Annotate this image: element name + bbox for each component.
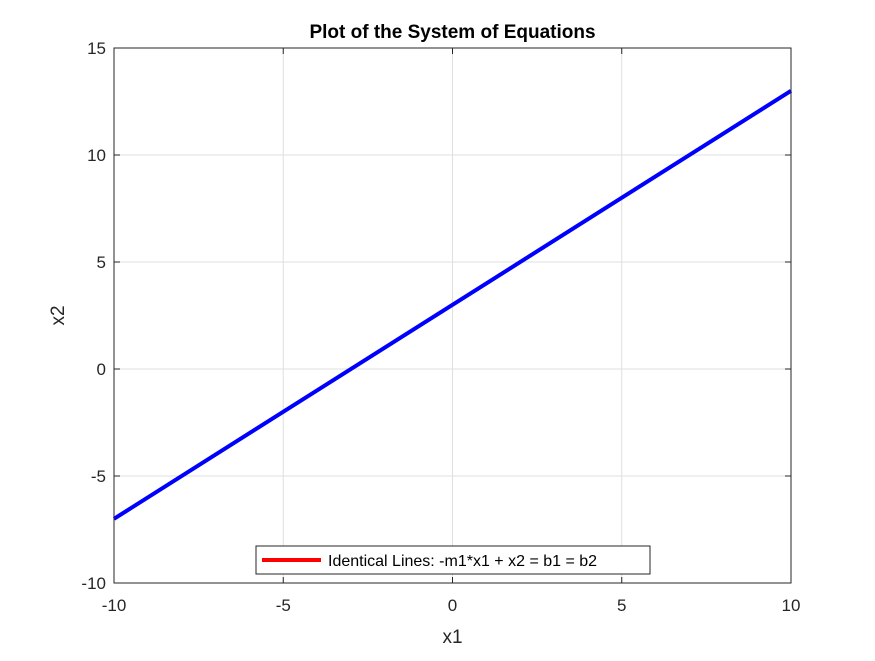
x-tick-label: 10 <box>782 596 801 615</box>
x-axis-label: x1 <box>442 627 462 648</box>
chart-title: Plot of the System of Equations <box>309 22 595 43</box>
x-tick-label: -5 <box>276 596 291 615</box>
legend: Identical Lines: -m1*x1 + x2 = b1 = b2 <box>255 545 651 575</box>
y-axis-label: x2 <box>48 305 69 325</box>
y-tick-label: -5 <box>91 467 106 486</box>
y-tick-label: 15 <box>87 39 106 58</box>
y-tick-label: 10 <box>87 146 106 165</box>
series-line <box>112 89 793 521</box>
y-tick-labels: -10 -5 0 5 10 15 <box>81 39 106 593</box>
x-tick-label: 0 <box>448 596 457 615</box>
x-tick-labels: -10 -5 0 5 10 <box>102 596 801 615</box>
y-tick-label: 5 <box>97 253 106 272</box>
series-group <box>112 89 793 521</box>
y-tick-label: -10 <box>81 574 106 593</box>
x-tick-label: 5 <box>617 596 626 615</box>
legend-box <box>255 545 651 575</box>
ticks <box>113 47 792 584</box>
x-tick-label: -10 <box>102 596 127 615</box>
y-tick-label: 0 <box>97 360 106 379</box>
legend-label: Identical Lines: -m1*x1 + x2 = b1 = b2 <box>328 553 597 570</box>
